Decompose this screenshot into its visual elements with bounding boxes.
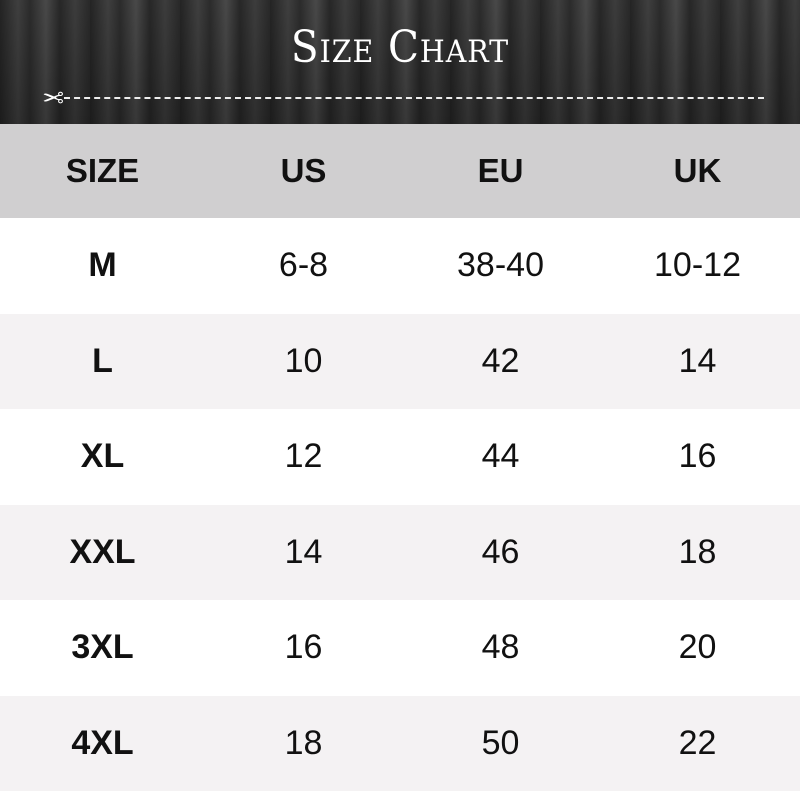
table-cell: 14 bbox=[284, 532, 323, 571]
table-cell: 46 bbox=[481, 532, 520, 571]
table-cell: 50 bbox=[481, 723, 520, 762]
cut-line: ✂ bbox=[34, 83, 764, 113]
table-cell: 48 bbox=[481, 628, 520, 667]
table-cell: 18 bbox=[284, 723, 323, 762]
table-cell: L bbox=[92, 341, 113, 380]
header-cell: SIZE bbox=[65, 152, 140, 189]
table-cell: 18 bbox=[678, 532, 717, 571]
table-cell: M bbox=[88, 246, 117, 285]
table-cell: XL bbox=[80, 437, 125, 476]
size-table: SIZE US EU UK M 6-8 38-40 10-12 L 10 42 14 XL 12 4… bbox=[0, 124, 800, 791]
table-cell: 3XL bbox=[71, 628, 134, 667]
table-cell: 12 bbox=[284, 437, 323, 476]
table-cell: 4XL bbox=[71, 723, 134, 762]
table-cell: 14 bbox=[678, 341, 717, 380]
table-cell: XXL bbox=[69, 532, 136, 571]
dashed-line bbox=[64, 97, 764, 99]
table-cell: 6-8 bbox=[278, 246, 329, 285]
table-cell: 44 bbox=[481, 437, 520, 476]
scissors-icon: ✂ bbox=[42, 83, 64, 113]
banner: Size Chart ✂ bbox=[0, 0, 800, 124]
table-row: XL 12 44 16 bbox=[0, 409, 800, 505]
table-cell: 42 bbox=[481, 341, 520, 380]
table-cell: 16 bbox=[284, 628, 323, 667]
header-row: SIZE US EU UK bbox=[0, 124, 800, 218]
table-cell: 10 bbox=[284, 341, 323, 380]
table-row: XXL 14 46 18 bbox=[0, 504, 800, 600]
table-cell: 38-40 bbox=[457, 246, 544, 285]
table-cell: 20 bbox=[678, 628, 717, 667]
table-row: 4XL 18 50 22 bbox=[0, 695, 800, 791]
page-title: Size Chart bbox=[290, 22, 510, 73]
header-cell: US bbox=[280, 152, 327, 189]
table-row: M 6-8 38-40 10-12 bbox=[0, 218, 800, 314]
table-row: 3XL 16 48 20 bbox=[0, 600, 800, 696]
header-cell: EU bbox=[477, 152, 524, 189]
header-cell: UK bbox=[673, 152, 722, 189]
table-cell: 22 bbox=[678, 723, 717, 762]
table-row: L 10 42 14 bbox=[0, 313, 800, 409]
table-cell: 16 bbox=[678, 437, 717, 476]
table-cell: 10-12 bbox=[654, 246, 741, 285]
